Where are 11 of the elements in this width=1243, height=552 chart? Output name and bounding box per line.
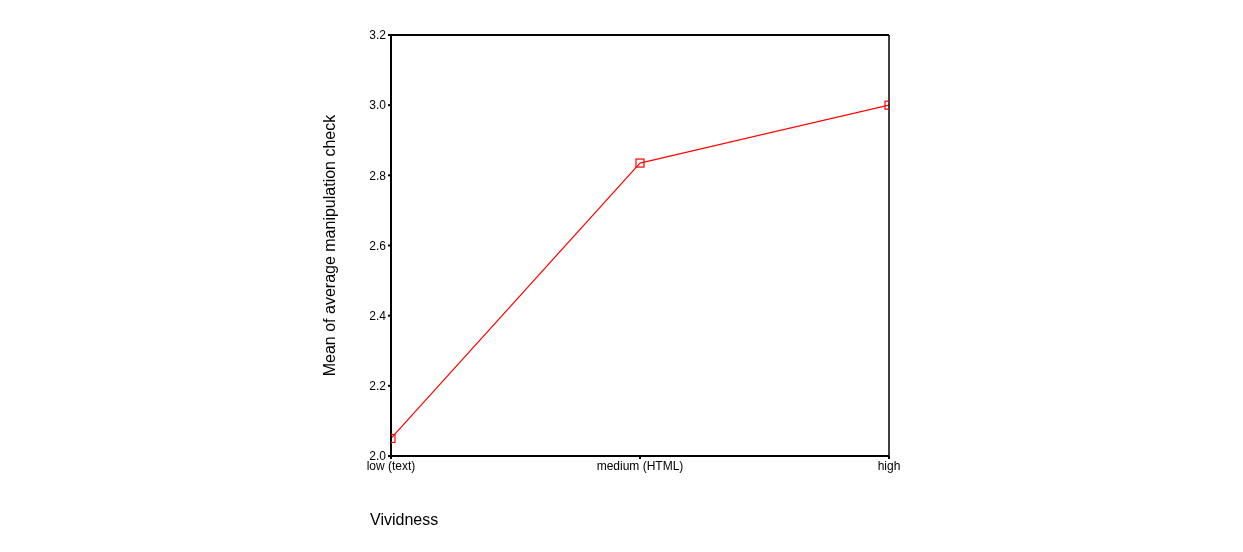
y-tick-label: 2.6	[369, 238, 387, 253]
y-tick-label: 2.2	[369, 379, 387, 394]
x-tick-label: medium (HTML)	[596, 458, 684, 473]
y-tick-label: 2.0	[369, 449, 387, 464]
y-axis-title: Mean of average manipulation check	[320, 113, 338, 377]
x-axis-title: Vividness	[370, 511, 439, 529]
x-tick-label: high	[877, 458, 901, 473]
y-tick-label: 2.8	[369, 168, 387, 183]
y-tick-label: 3.2	[369, 28, 387, 43]
y-tick-label: 2.4	[369, 308, 387, 323]
y-tick-label: 3.0	[369, 98, 387, 113]
